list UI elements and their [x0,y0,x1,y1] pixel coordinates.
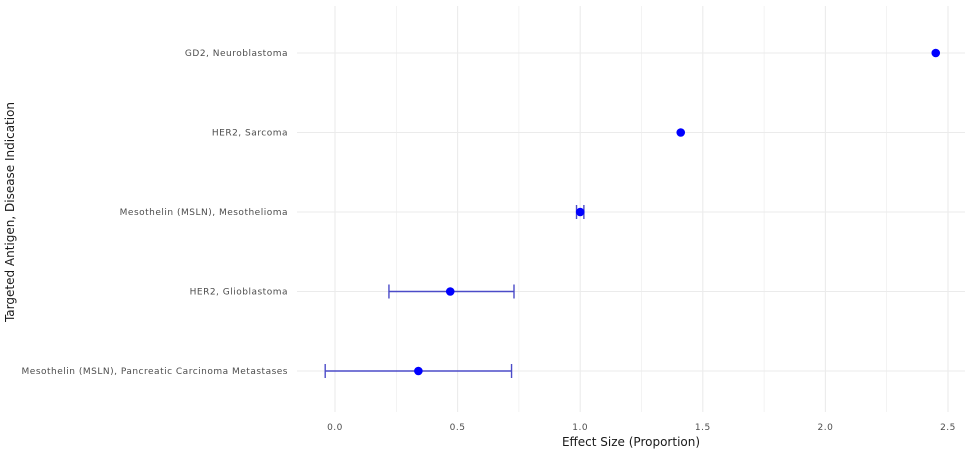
y-tick-label: Mesothelin (MSLN), Pancreatic Carcinoma … [22,367,288,377]
y-axis-title: Targeted Antigen, Disease Indication [3,102,17,323]
x-tick-label: 1.5 [695,423,711,433]
y-axis-ticks: GD2, Neuroblastoma HER2, Sarcoma Mesotheli… [22,49,288,377]
x-axis-title: Effect Size (Proportion) [562,435,700,449]
data-point [575,207,585,217]
x-tick-label: 0.0 [327,423,343,433]
x-tick-label: 2.0 [817,423,833,433]
x-axis-ticks: 0.0 0.5 1.0 1.5 2.0 2.5 [327,423,956,433]
data-point [931,48,941,58]
y-tick-label: GD2, Neuroblastoma [185,49,288,59]
minor-gridlines [395,6,888,412]
x-tick-label: 1.0 [572,423,588,433]
x-tick-label: 0.5 [450,423,466,433]
x-tick-label: 2.5 [940,423,956,433]
data-point [414,366,423,376]
y-tick-label: HER2, Glioblastoma [190,288,288,298]
data-point [676,128,686,137]
data-points [414,48,941,376]
major-gridlines [297,6,965,412]
data-point [445,287,455,296]
y-tick-label: Mesothelin (MSLN), Mesothelioma [120,208,288,218]
y-tick-label: HER2, Sarcoma [212,129,288,139]
